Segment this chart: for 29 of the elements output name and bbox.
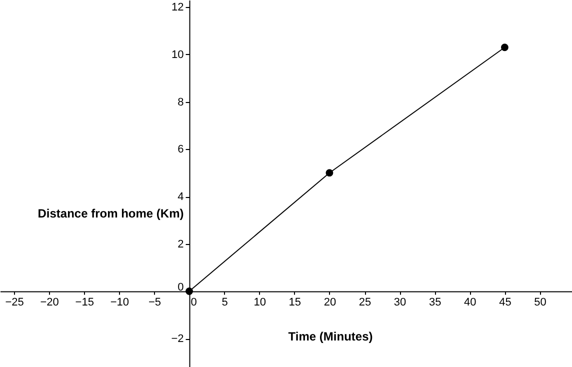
x-tick-label: −20: [40, 296, 59, 309]
x-tick-label: 45: [499, 296, 512, 309]
x-tick-label: 20: [324, 296, 336, 309]
x-tick-label: −15: [75, 296, 94, 309]
x-tick-label: 0: [190, 296, 197, 309]
x-tick-label: 40: [464, 296, 476, 309]
x-tick-label: −5: [148, 296, 161, 309]
y-tick-label: 6: [178, 144, 184, 156]
y-axis-title: Distance from home (Km): [38, 206, 184, 220]
x-tick-label: 50: [534, 296, 546, 309]
x-tick-label: 35: [428, 296, 442, 309]
y-tick-label: 12: [172, 2, 184, 14]
x-tick-label: −10: [110, 296, 130, 309]
x-tick-label: 10: [254, 296, 266, 309]
y-tick-label: −2: [171, 333, 184, 346]
x-tick-label: −25: [5, 296, 24, 309]
y-tick-label: 10: [172, 48, 184, 61]
point: [501, 44, 508, 52]
x-tick-label: 30: [394, 296, 406, 309]
x-tick-label: 5: [222, 296, 228, 309]
point: [326, 169, 334, 177]
x-tick-label: 25: [358, 296, 372, 309]
y-tick-label: 8: [178, 96, 184, 108]
x-tick-label: 15: [288, 296, 302, 309]
y-tick-label: 4: [178, 191, 184, 204]
point: [186, 288, 193, 295]
x-axis-title: Time (Minutes): [288, 330, 373, 344]
y-tick-label: 2: [178, 238, 184, 250]
y-tick-label: 0: [178, 282, 184, 294]
